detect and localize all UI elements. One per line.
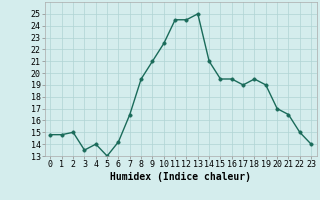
X-axis label: Humidex (Indice chaleur): Humidex (Indice chaleur): [110, 172, 251, 182]
